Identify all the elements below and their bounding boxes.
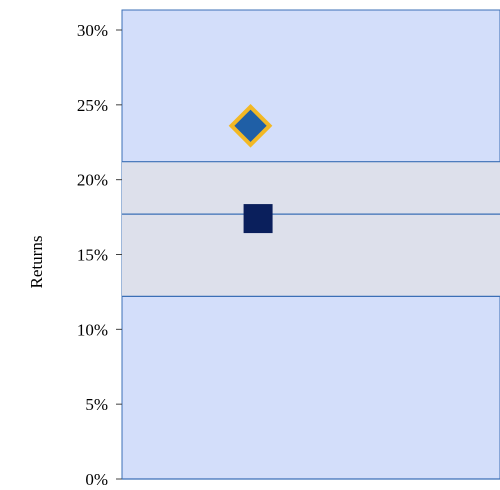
- range-band: [122, 161, 500, 297]
- data-markers: [228, 103, 273, 234]
- y-tick-label: 30%: [77, 21, 108, 40]
- y-tick-label: 15%: [77, 246, 108, 265]
- y-axis: 0% 5% 10% 15% 20% 25% 30%: [77, 21, 122, 489]
- y-tick-label: 25%: [77, 96, 108, 115]
- y-tick-label: 5%: [85, 395, 108, 414]
- y-tick-label: 20%: [77, 171, 108, 190]
- square-marker: [243, 204, 273, 234]
- y-axis-title: Returns: [27, 236, 46, 289]
- diamond-marker: [228, 103, 273, 148]
- y-tick-label: 0%: [85, 470, 108, 489]
- y-tick-label: 10%: [77, 320, 108, 339]
